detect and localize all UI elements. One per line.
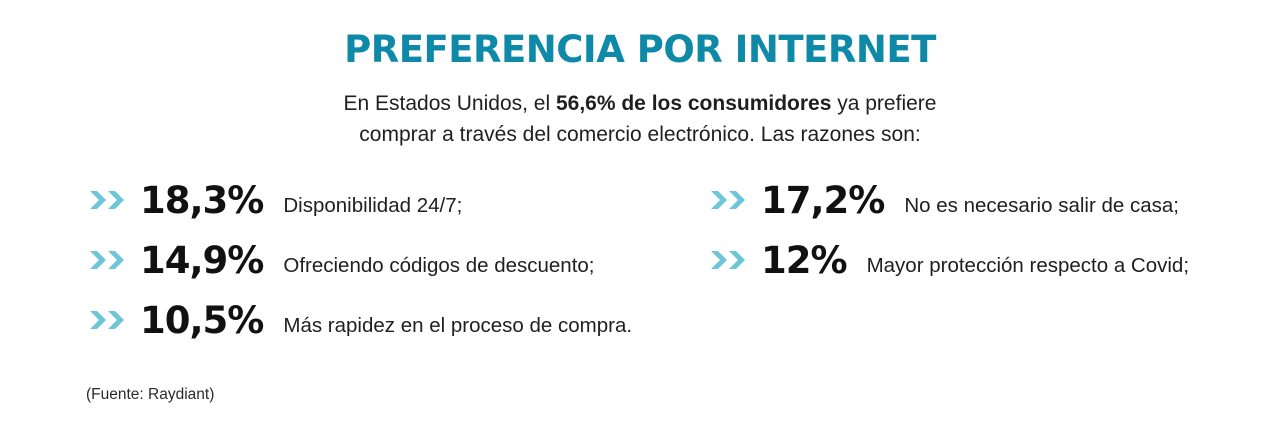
intro-line-2: comprar a través del comercio electrónic… <box>359 123 921 146</box>
stat-label: Más rapidez en el proceso de compra. <box>283 314 633 337</box>
stat-label: Mayor protección respecto a Covid; <box>866 254 1190 277</box>
stat-item: 17,2% No es necesario salir de casa; <box>711 175 1179 225</box>
stat-label: Disponibilidad 24/7; <box>283 194 463 217</box>
stat-percentage: 14,9% <box>140 238 264 282</box>
stat-label: No es necesario salir de casa; <box>904 194 1179 217</box>
stat-percentage: 12% <box>761 238 848 282</box>
stat-item: 14,9% Ofreciendo códigos de descuento; <box>90 235 595 285</box>
double-chevron-right-icon <box>711 251 745 269</box>
stat-item: 10,5% Más rapidez en el proceso de compr… <box>90 295 632 345</box>
stat-percentage: 10,5% <box>140 298 264 342</box>
double-chevron-right-icon <box>90 251 124 269</box>
intro-highlight: 56,6% de los consumidores <box>555 92 832 115</box>
intro-line-1-end: ya prefiere <box>831 92 937 115</box>
source-note: (Fuente: Raydiant) <box>86 386 215 403</box>
stat-label: Ofreciendo códigos de descuento; <box>283 254 595 277</box>
double-chevron-right-icon <box>90 311 124 329</box>
stat-item: 18,3% Disponibilidad 24/7; <box>90 175 462 225</box>
stat-item: 12% Mayor protección respecto a Covid; <box>711 235 1189 285</box>
intro-line-1-start: En Estados Unidos, el <box>343 92 556 115</box>
stat-percentage: 17,2% <box>761 178 885 222</box>
page-title: PREFERENCIA POR INTERNET <box>344 28 936 71</box>
double-chevron-right-icon <box>711 191 745 209</box>
stat-percentage: 18,3% <box>140 178 264 222</box>
intro-text: En Estados Unidos, el 56,6% de los consu… <box>0 88 1280 150</box>
intro-line-1: En Estados Unidos, el 56,6% de los consu… <box>0 88 1280 119</box>
double-chevron-right-icon <box>90 191 124 209</box>
